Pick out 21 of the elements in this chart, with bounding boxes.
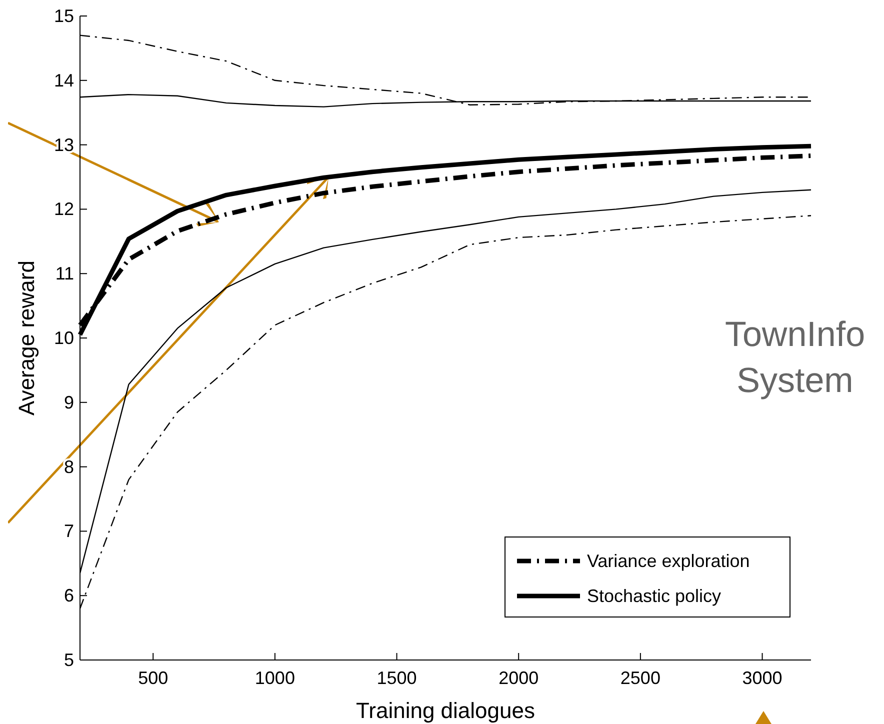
x-axis-title: Training dialogues <box>356 698 535 723</box>
y-tick-label: 9 <box>64 392 74 412</box>
x-tick-label: 3000 <box>742 668 782 688</box>
y-tick-label: 5 <box>64 650 74 670</box>
y-axis-title: Average reward <box>14 260 39 416</box>
y-tick-label: 6 <box>64 586 74 606</box>
x-tick-label: 2000 <box>498 668 539 688</box>
y-tick-label: 10 <box>54 328 74 348</box>
x-tick-label: 2500 <box>620 668 660 688</box>
x-tick-label: 1000 <box>254 668 295 688</box>
y-tick-label: 7 <box>64 521 74 542</box>
y-tick-label: 8 <box>64 456 74 477</box>
annotation: TownInfo System <box>724 315 866 400</box>
x-tick-label: 500 <box>138 668 168 688</box>
x-tick-label: 1500 <box>376 668 417 688</box>
legend-label: Variance exploration <box>587 551 750 571</box>
legend-label: Stochastic policy <box>587 586 722 606</box>
y-tick-label: 14 <box>54 70 74 90</box>
y-tick-label: 12 <box>54 199 74 220</box>
y-tick-label: 15 <box>54 6 74 26</box>
y-tick-label: 11 <box>55 264 74 284</box>
